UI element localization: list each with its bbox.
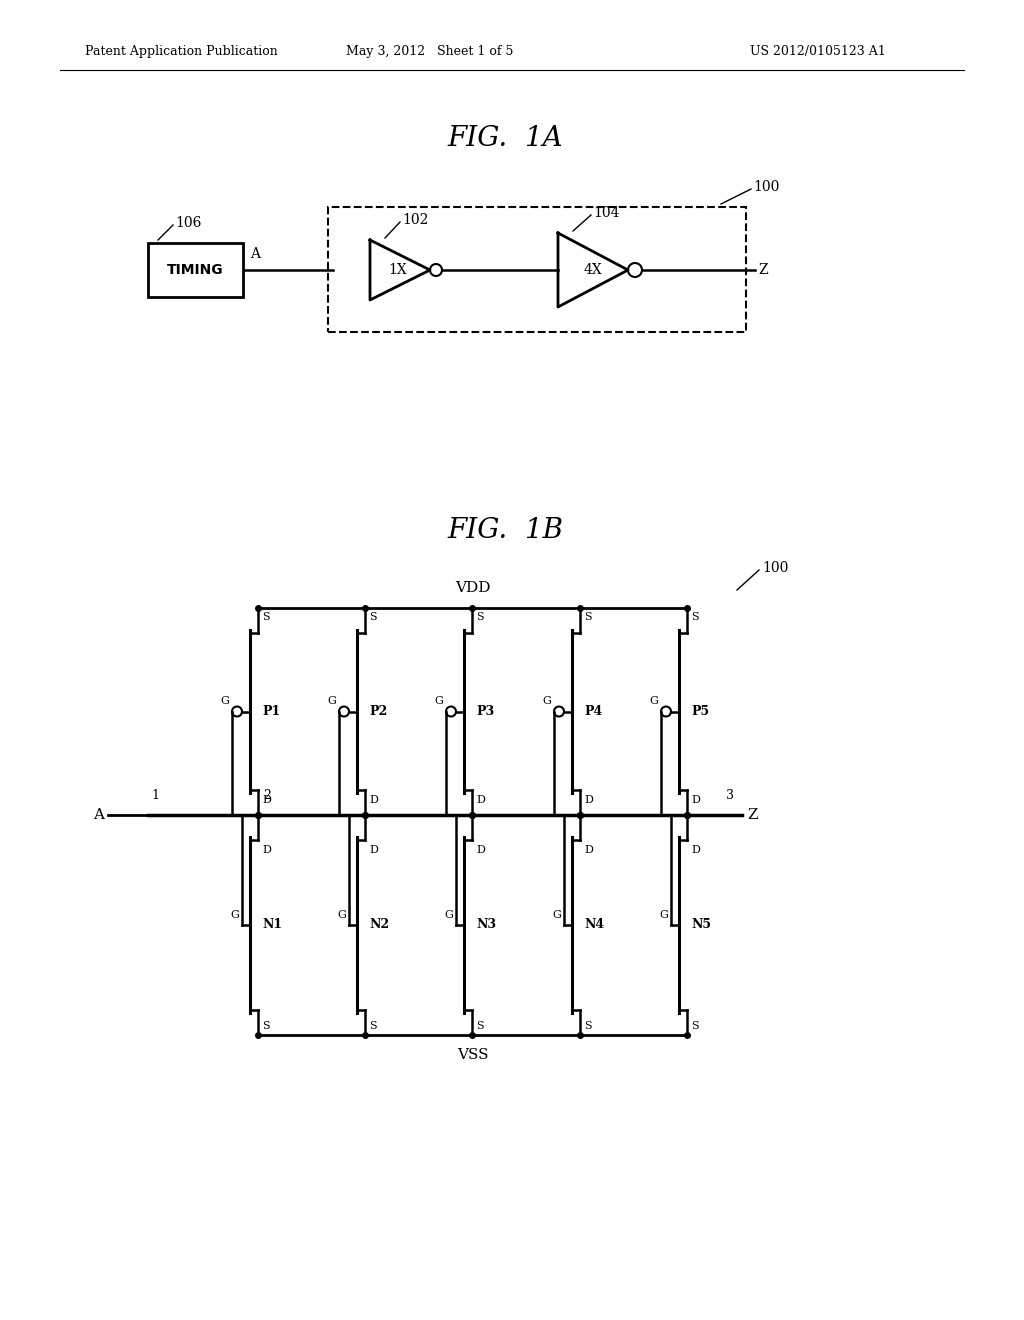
- Text: N5: N5: [691, 919, 711, 932]
- Text: S: S: [476, 1020, 483, 1031]
- Text: G: G: [659, 909, 668, 920]
- Text: D: D: [369, 845, 378, 855]
- Text: VDD: VDD: [455, 581, 490, 595]
- Text: 100: 100: [753, 180, 779, 194]
- Text: FIG.  1B: FIG. 1B: [447, 516, 563, 544]
- Text: S: S: [262, 612, 269, 622]
- Text: D: D: [584, 845, 593, 855]
- Text: S: S: [691, 1020, 698, 1031]
- Text: TIMING: TIMING: [167, 263, 224, 277]
- Bar: [328, 207, 746, 333]
- Text: S: S: [476, 612, 483, 622]
- Text: May 3, 2012   Sheet 1 of 5: May 3, 2012 Sheet 1 of 5: [346, 45, 514, 58]
- Text: G: G: [649, 697, 658, 706]
- Text: 100: 100: [762, 561, 788, 576]
- Text: N4: N4: [584, 919, 604, 932]
- Text: S: S: [369, 612, 377, 622]
- Text: A: A: [93, 808, 104, 822]
- Text: S: S: [584, 1020, 592, 1031]
- Text: 102: 102: [402, 213, 428, 227]
- Text: D: D: [691, 845, 699, 855]
- Text: D: D: [476, 795, 485, 805]
- Text: 106: 106: [175, 216, 202, 230]
- Text: N3: N3: [476, 919, 496, 932]
- Text: P2: P2: [369, 705, 387, 718]
- Text: 2: 2: [263, 789, 271, 803]
- Text: G: G: [327, 697, 336, 706]
- Text: D: D: [262, 845, 271, 855]
- Text: 3: 3: [726, 789, 734, 803]
- Text: P5: P5: [691, 705, 710, 718]
- Text: P1: P1: [262, 705, 281, 718]
- Bar: [148, 243, 243, 297]
- Text: G: G: [220, 697, 229, 706]
- Text: VSS: VSS: [457, 1048, 488, 1063]
- Text: 104: 104: [593, 206, 620, 220]
- Text: S: S: [262, 1020, 269, 1031]
- Text: Z: Z: [758, 263, 768, 277]
- Text: S: S: [691, 612, 698, 622]
- Text: G: G: [444, 909, 453, 920]
- Text: FIG.  1A: FIG. 1A: [447, 124, 563, 152]
- Text: G: G: [230, 909, 239, 920]
- Text: N1: N1: [262, 919, 283, 932]
- Text: 1X: 1X: [389, 263, 408, 277]
- Text: Patent Application Publication: Patent Application Publication: [85, 45, 278, 58]
- Text: D: D: [476, 845, 485, 855]
- Text: G: G: [542, 697, 551, 706]
- Text: D: D: [584, 795, 593, 805]
- Text: S: S: [369, 1020, 377, 1031]
- Text: P4: P4: [584, 705, 602, 718]
- Text: G: G: [337, 909, 346, 920]
- Text: S: S: [584, 612, 592, 622]
- Text: N2: N2: [369, 919, 389, 932]
- Text: P3: P3: [476, 705, 495, 718]
- Text: D: D: [369, 795, 378, 805]
- Text: D: D: [691, 795, 699, 805]
- Text: D: D: [262, 795, 271, 805]
- Text: 1: 1: [151, 789, 159, 803]
- Text: US 2012/0105123 A1: US 2012/0105123 A1: [750, 45, 886, 58]
- Text: 4X: 4X: [584, 263, 602, 277]
- Text: A: A: [250, 247, 260, 261]
- Text: Z: Z: [746, 808, 758, 822]
- Text: G: G: [434, 697, 443, 706]
- Text: G: G: [552, 909, 561, 920]
